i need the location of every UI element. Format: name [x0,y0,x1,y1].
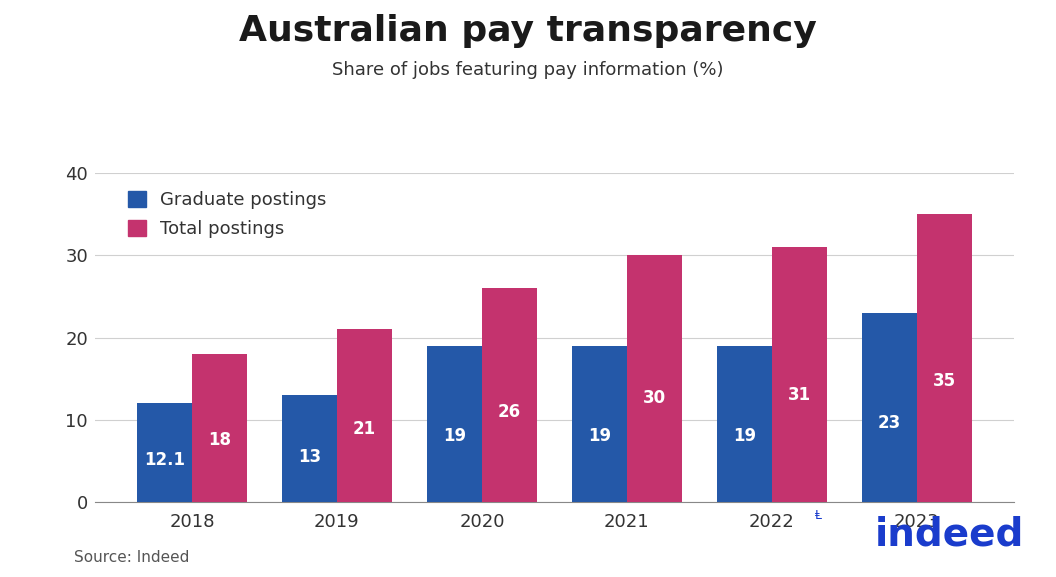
Bar [627,255,682,502]
Text: 13: 13 [298,448,321,466]
Bar [192,354,247,502]
Bar [717,346,772,502]
Text: 19: 19 [733,428,756,445]
Bar [427,346,482,502]
Text: 23: 23 [878,414,901,432]
Text: 35: 35 [932,372,956,390]
Legend: Graduate postings, Total postings: Graduate postings, Total postings [122,185,333,243]
Bar [137,403,192,502]
Text: 21: 21 [353,421,376,439]
Text: 19: 19 [442,428,466,445]
Text: Source: Indeed: Source: Indeed [74,550,189,565]
Text: Share of jobs featuring pay information (%): Share of jobs featuring pay information … [333,61,723,78]
Bar [917,214,972,502]
Text: 31: 31 [788,386,811,404]
Text: 26: 26 [497,403,521,421]
Text: 30: 30 [643,389,666,407]
Bar [482,288,538,502]
Bar [571,346,627,502]
Text: Ⱡ: Ⱡ [815,509,822,522]
Text: Australian pay transparency: Australian pay transparency [239,14,817,48]
Bar [282,395,337,502]
Bar [772,247,827,502]
Text: 18: 18 [208,431,231,449]
Bar [862,313,917,502]
Bar [337,329,392,502]
Text: 12.1: 12.1 [144,451,185,469]
Text: 19: 19 [588,428,611,445]
Text: indeed: indeed [875,516,1024,554]
